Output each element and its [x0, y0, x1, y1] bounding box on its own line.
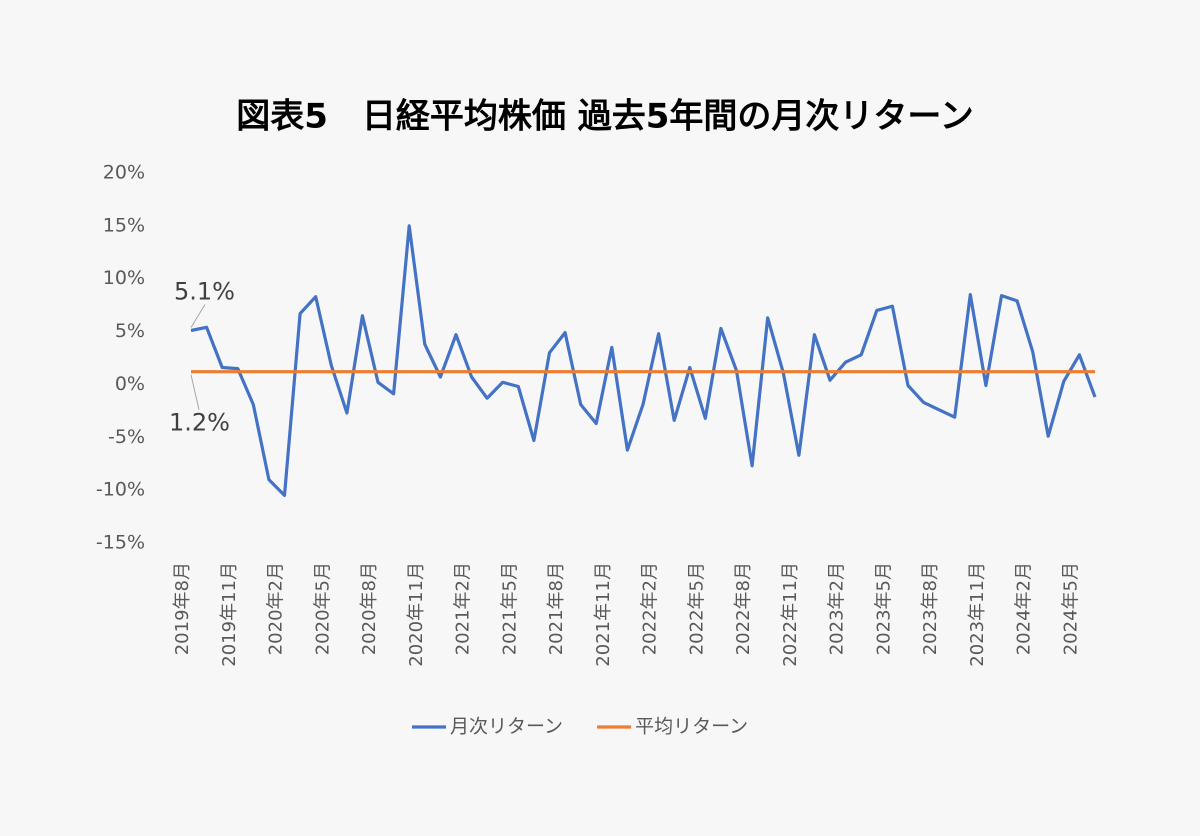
x-tick-label: 2020年2月 — [266, 562, 287, 655]
x-tick-label: 2022年11月 — [780, 562, 801, 667]
x-tick-label: 2023年11月 — [967, 562, 988, 667]
y-tick-label: 0% — [115, 373, 145, 395]
x-tick-label: 2022年8月 — [733, 562, 754, 655]
x-tick-label: 2021年5月 — [499, 562, 520, 655]
y-tick-label: 10% — [103, 267, 145, 289]
chart-title: 図表5 日経平均株価 過去5年間の月次リターン — [236, 97, 973, 137]
x-tick-label: 2022年5月 — [686, 562, 707, 655]
y-tick-label: -5% — [108, 426, 145, 448]
y-tick-label: 20% — [103, 162, 145, 184]
x-tick-label: 2024年5月 — [1060, 562, 1081, 655]
data-label: 1.2% — [169, 409, 230, 437]
y-tick-label: 15% — [103, 214, 145, 236]
x-tick-label: 2023年8月 — [920, 562, 941, 655]
x-tick-label: 2021年2月 — [453, 562, 474, 655]
series-line — [190, 224, 1097, 497]
x-tick-label: 2023年2月 — [827, 562, 848, 655]
x-tick-label: 2020年8月 — [359, 562, 380, 655]
x-tick-label: 2023年5月 — [873, 562, 894, 655]
leader-line — [190, 374, 200, 410]
x-tick-label: 2020年11月 — [406, 562, 427, 667]
x-tick-label: 2021年11月 — [593, 562, 614, 667]
data-label: 5.1% — [174, 278, 235, 306]
x-tick-label: 2020年5月 — [312, 562, 333, 655]
legend-label: 平均リターン — [635, 716, 748, 738]
y-tick-label: 5% — [115, 320, 145, 342]
x-tick-label: 2024年2月 — [1014, 562, 1035, 655]
x-tick-label: 2021年8月 — [546, 562, 567, 655]
y-tick-label: -15% — [96, 532, 145, 554]
x-tick-label: 2019年11月 — [219, 562, 240, 667]
leader-line — [190, 304, 206, 328]
x-tick-label: 2019年8月 — [172, 562, 193, 655]
legend-label: 月次リターン — [450, 716, 563, 738]
y-tick-label: -10% — [96, 479, 145, 501]
x-tick-label: 2022年2月 — [640, 562, 661, 655]
